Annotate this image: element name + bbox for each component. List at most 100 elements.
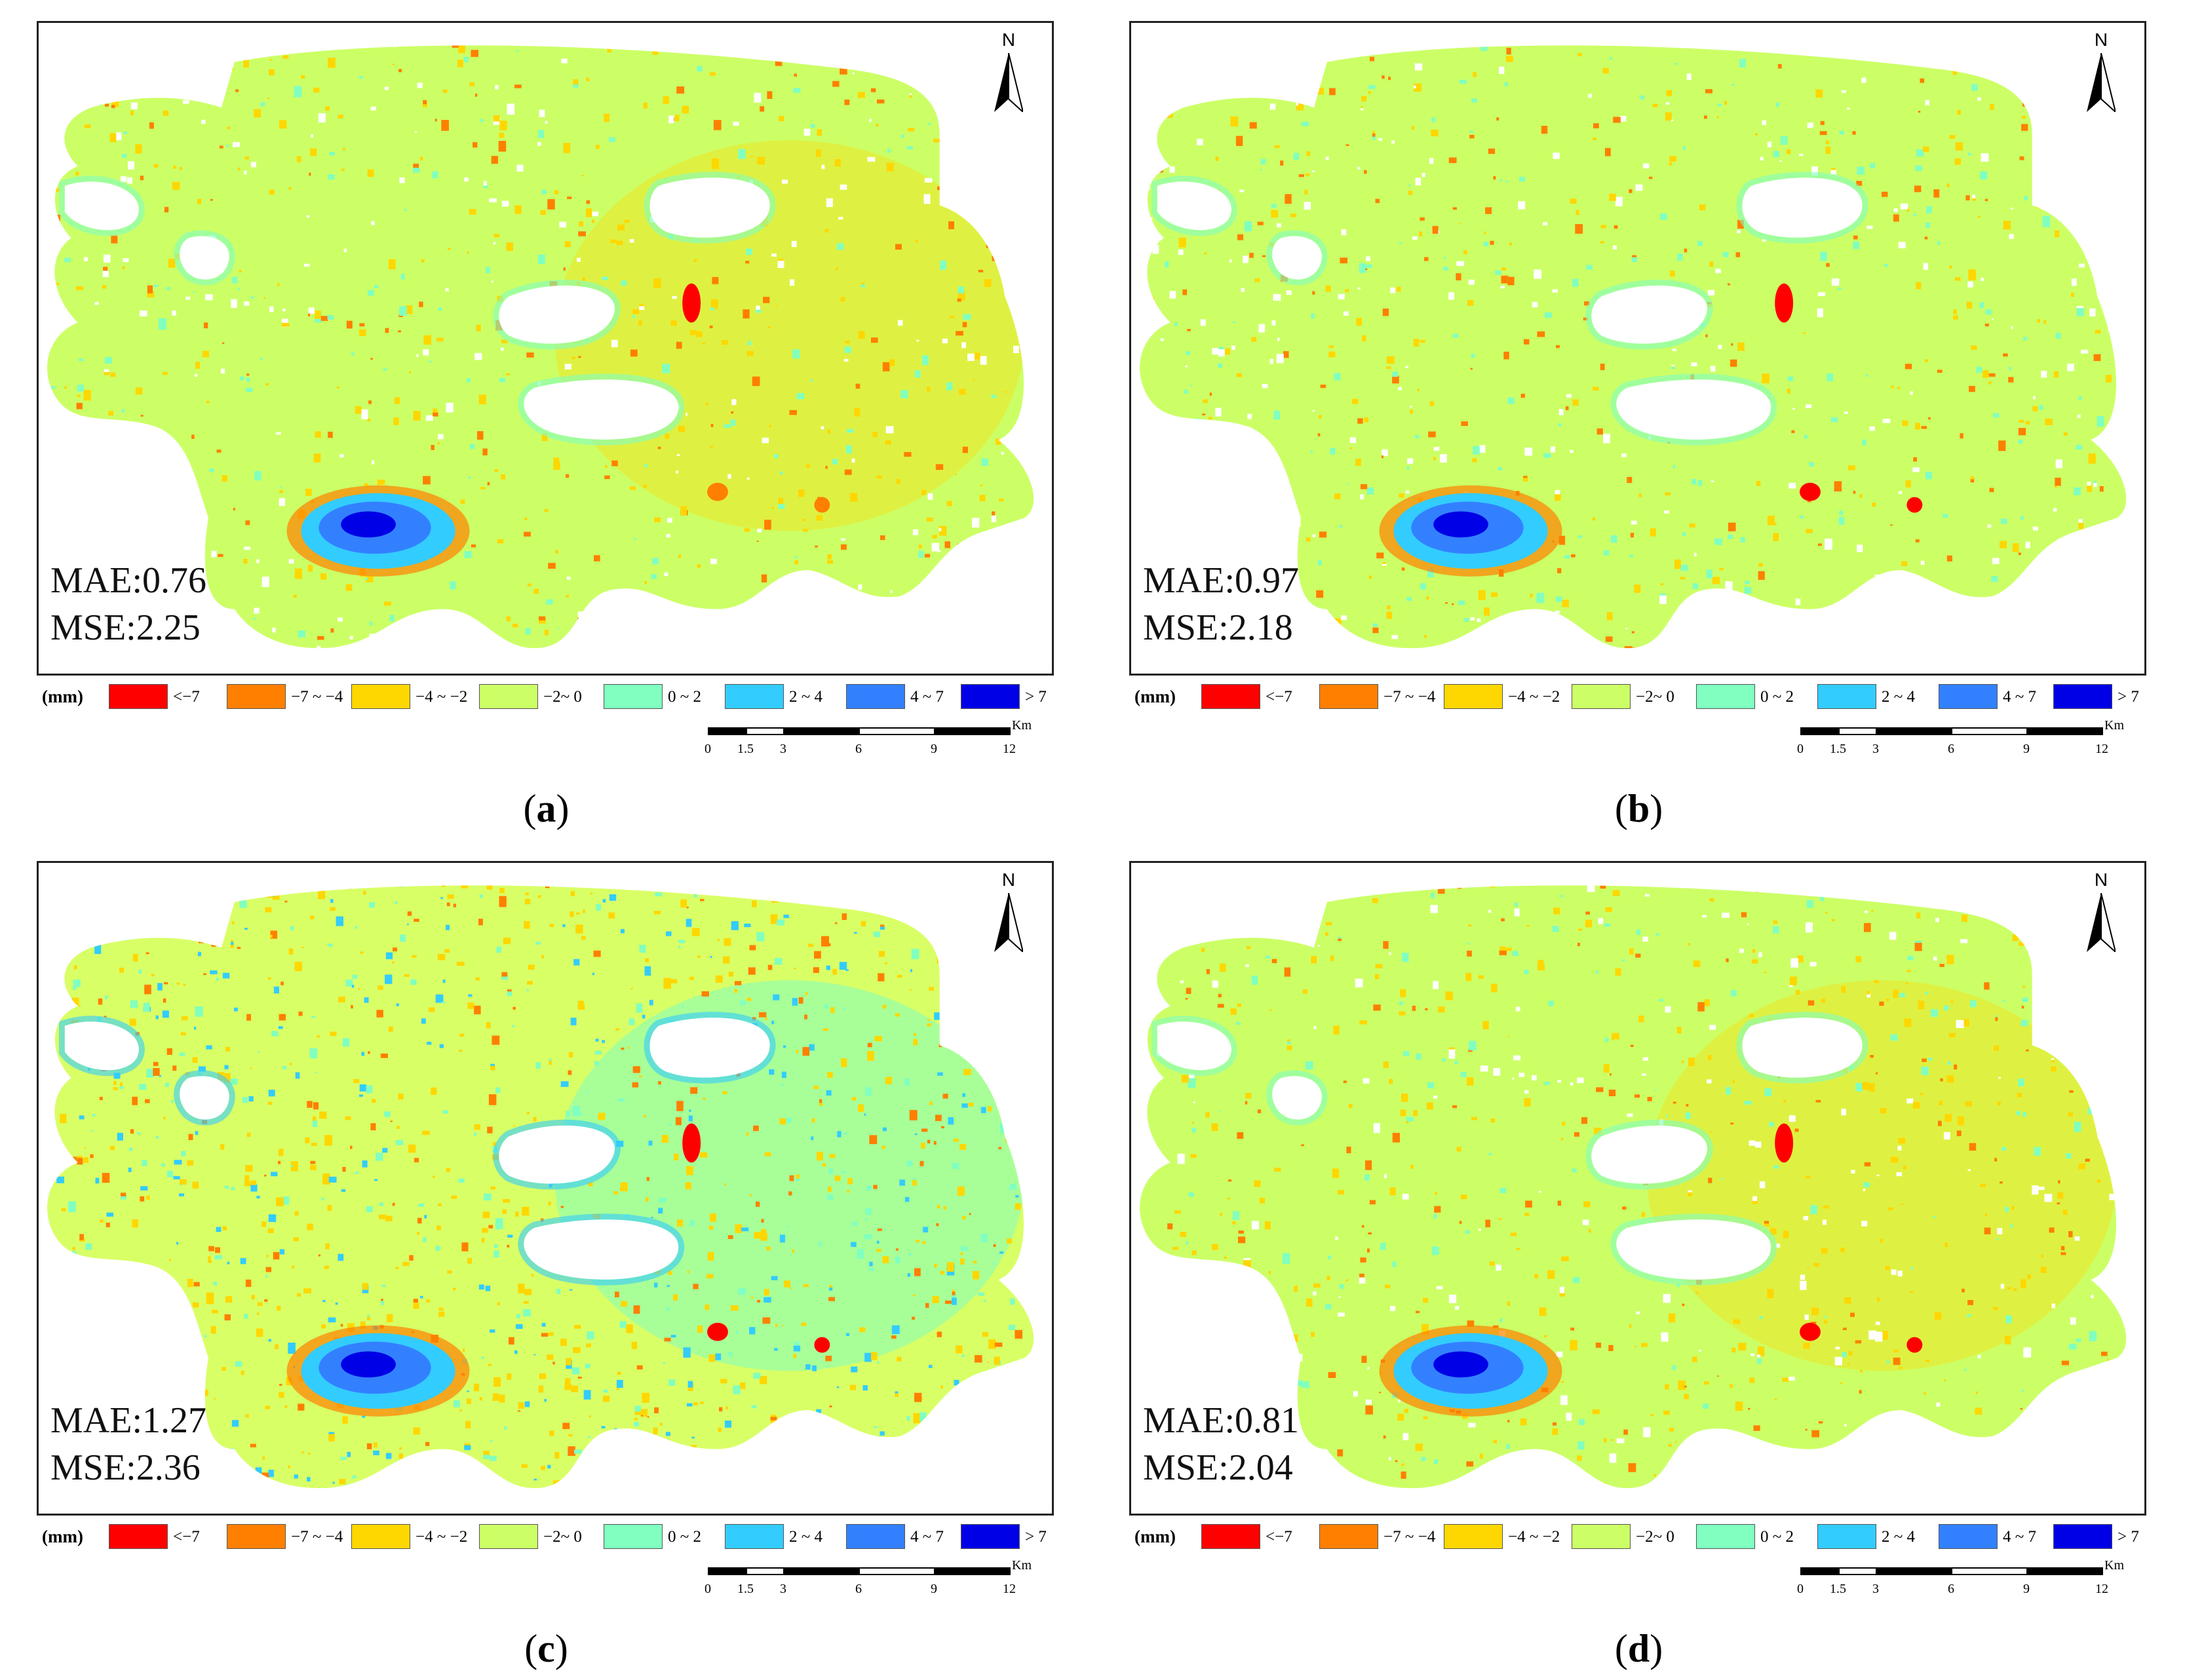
map-speckle <box>485 1286 491 1291</box>
map-speckle <box>1853 491 1856 494</box>
map-speckle <box>1686 73 1692 80</box>
map-speckle <box>1965 1455 1971 1458</box>
map-speckle <box>2106 1132 2113 1141</box>
scale-bar-segment <box>859 727 935 735</box>
map-speckle <box>154 911 157 914</box>
map-speckle <box>1519 176 1525 182</box>
map-speckle <box>65 1262 68 1264</box>
map-speckle <box>489 1456 497 1461</box>
map-speckle <box>699 1402 704 1404</box>
map-speckle <box>1853 886 1857 890</box>
north-arrow: N <box>989 29 1028 115</box>
map-speckle <box>1800 515 1804 519</box>
map-speckle <box>1905 480 1911 488</box>
map-speckle <box>1408 184 1411 187</box>
map-speckle <box>1488 909 1492 913</box>
map-speckle <box>586 1092 589 1094</box>
map-speckle <box>1800 1280 1807 1290</box>
map-speckle <box>244 170 247 175</box>
map-speckle <box>1540 644 1545 649</box>
map-speckle <box>1603 1064 1610 1073</box>
map-speckle <box>265 1405 271 1409</box>
map-speckle <box>920 1398 923 1400</box>
map-speckle <box>1364 417 1369 423</box>
map-speckle <box>371 221 375 225</box>
map-speckle <box>103 267 108 271</box>
map-speckle <box>2102 444 2105 447</box>
map-speckle <box>1216 1390 1225 1399</box>
map-speckle <box>1971 596 1974 600</box>
map-speckle <box>577 258 581 262</box>
map-speckle <box>881 1145 885 1149</box>
map-speckle <box>1638 493 1642 497</box>
map-speckle <box>1722 912 1730 918</box>
map-speckle <box>1859 1390 1862 1394</box>
map-speckle <box>840 50 843 54</box>
map-speckle <box>1296 100 1304 111</box>
map-speckle <box>49 940 54 943</box>
map-speckle <box>1365 1399 1372 1405</box>
map-speckle <box>2070 1317 2076 1325</box>
map-speckle <box>268 1090 275 1097</box>
map-speckle <box>567 197 572 199</box>
map-speckle <box>1933 1215 1936 1218</box>
map-speckle <box>294 961 303 972</box>
map-speckle <box>674 1153 679 1160</box>
map-speckle <box>525 628 531 634</box>
map-speckle <box>1845 644 1853 649</box>
scale-bar-segment <box>2026 1567 2103 1575</box>
map-speckle <box>757 528 762 533</box>
map-speckle <box>2085 128 2093 136</box>
map-speckle <box>819 1099 822 1103</box>
map-speckle <box>2026 1423 2032 1428</box>
map-speckle <box>632 1082 639 1088</box>
map-speckle <box>412 955 417 958</box>
map-speckle <box>251 1295 255 1300</box>
map-speckle <box>798 489 805 497</box>
map-speckle <box>1715 269 1721 273</box>
map-speckle <box>1225 348 1231 355</box>
map-speckle <box>1610 535 1617 543</box>
map-speckle <box>279 1392 284 1398</box>
map-speckle <box>577 1001 584 1010</box>
map-speckle <box>168 1259 171 1261</box>
map-speckle <box>1583 317 1588 320</box>
map-speckle <box>811 124 815 128</box>
map-speckle <box>192 292 195 294</box>
map-speckle <box>281 322 290 327</box>
map-speckle <box>1217 363 1222 368</box>
map-speckle <box>750 155 753 158</box>
map-speckle <box>1709 898 1714 902</box>
map-speckle <box>130 110 134 116</box>
map-speckle <box>735 1467 743 1474</box>
map-speckle <box>98 998 103 1005</box>
map-speckle <box>125 89 129 94</box>
map-speckle <box>146 1069 155 1078</box>
map-speckle <box>781 1325 784 1326</box>
map-speckle <box>1915 1429 1918 1432</box>
map-speckle <box>909 95 913 98</box>
map-speckle <box>1977 97 1981 101</box>
map-speckle <box>423 100 427 105</box>
map-speckle <box>1855 956 1862 963</box>
map-speckle <box>1582 1475 1587 1480</box>
map-speckle <box>1011 1274 1015 1278</box>
map-speckle <box>2047 130 2053 136</box>
map-speckle <box>837 1131 841 1137</box>
map-speckle <box>1490 240 1494 245</box>
map-speckle <box>1327 887 1336 893</box>
map-speckle <box>1915 165 1922 172</box>
map-speckle <box>1306 151 1311 157</box>
map-speckle <box>648 1140 653 1146</box>
map-speckle <box>1271 210 1279 218</box>
map-speckle <box>126 177 133 184</box>
map-speckle <box>2076 308 2084 316</box>
map-speckle <box>1600 240 1604 244</box>
map-speckle <box>1328 351 1336 358</box>
map-speckle <box>458 1050 463 1052</box>
map-speckle <box>1804 1314 1809 1320</box>
map-speckle <box>809 1044 815 1051</box>
map-speckle <box>53 90 60 97</box>
map-speckle <box>1975 1407 1982 1415</box>
map-speckle <box>408 371 411 373</box>
